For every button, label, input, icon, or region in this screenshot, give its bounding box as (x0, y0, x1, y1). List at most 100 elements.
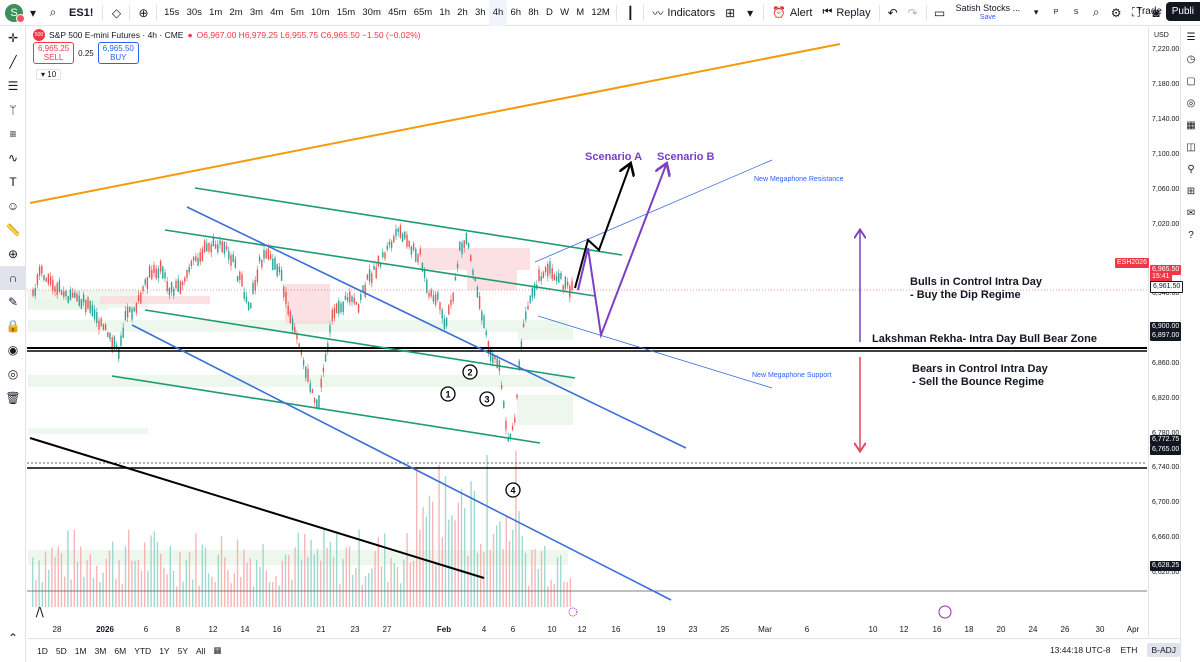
adjustment-toggle[interactable]: B-ADJ (1147, 643, 1180, 657)
range-3m[interactable]: 3M (94, 645, 107, 656)
symbol-search-button[interactable]: ES1! (69, 6, 94, 19)
crosshair-icon[interactable]: ✛ (7, 31, 19, 45)
interval-15m[interactable]: 15m (336, 7, 356, 18)
interval-15s[interactable]: 15s (164, 7, 180, 18)
notifications-icon[interactable]: ◫ (1186, 141, 1196, 153)
grid-icon[interactable]: ⊞ (1186, 185, 1196, 197)
text-tool-icon[interactable]: T (9, 175, 17, 189)
interval-w[interactable]: W (560, 7, 570, 18)
interval-12m[interactable]: 12M (591, 7, 610, 18)
camera-icon[interactable]: ◙ (1152, 5, 1160, 20)
time-tick: 6 (143, 625, 149, 634)
quantity-value: 10 (47, 70, 57, 79)
settings-gear-icon[interactable]: ⚙ (1110, 5, 1122, 20)
range-1d[interactable]: 1D (37, 645, 48, 656)
interval-m[interactable]: M (576, 7, 585, 18)
session-toggle[interactable]: ETH (1120, 645, 1138, 655)
layout-icon[interactable]: ▭ (933, 5, 946, 20)
watchlist-icon[interactable]: ☰ (1186, 31, 1196, 43)
alerts-clock-icon[interactable]: ◷ (1186, 53, 1196, 65)
watchlist-diamond-icon[interactable]: ◇ (111, 5, 122, 20)
interval-45m[interactable]: 45m (388, 7, 407, 18)
globe-icon[interactable]: ◎ (7, 367, 19, 381)
range-5y[interactable]: 5Y (177, 645, 188, 656)
interval-30m[interactable]: 30m (362, 7, 381, 18)
range-ytd[interactable]: YTD (134, 645, 152, 656)
interval-d[interactable]: D (546, 7, 553, 18)
drawing-mode-icon[interactable]: ✎ (7, 295, 19, 309)
templates-grid-icon[interactable]: ⊞ (725, 5, 736, 20)
interval-1m[interactable]: 1m (209, 7, 223, 18)
layout-name-button[interactable]: Satish Stocks ... Save (950, 3, 1027, 23)
pitchfork-icon[interactable]: ᛘ (9, 103, 17, 117)
interval-5m[interactable]: 5m (290, 7, 304, 18)
emoji-icon[interactable]: ☺ (6, 199, 20, 213)
interval-2h[interactable]: 2h (457, 7, 468, 18)
symbol-title[interactable]: S&P 500 E-mini Futures · 4h · CME (49, 30, 184, 40)
price-tag-last: 6,965.50 (1150, 264, 1182, 275)
horizontal-lines-icon[interactable]: ☰ (7, 79, 19, 93)
compare-plus-icon[interactable]: ⊕ (138, 5, 149, 20)
alert-button[interactable]: ⏰ Alert (767, 0, 817, 26)
undo-icon[interactable]: ↶ (887, 5, 898, 20)
interval-3h[interactable]: 3h (474, 7, 486, 18)
range-all[interactable]: All (196, 645, 206, 656)
price-chart[interactable]: Scenario A Scenario B New Megaphone Resist… (27, 27, 1147, 637)
fib-retracement-icon[interactable]: ≡ (9, 127, 17, 141)
ruler-icon[interactable]: 📏 (5, 223, 21, 237)
search-icon[interactable]: ⌕ (49, 5, 57, 19)
s-marker-icon[interactable]: S (1073, 9, 1079, 16)
interval-30s[interactable]: 30s (186, 7, 202, 18)
p-marker-icon[interactable]: P (1053, 9, 1059, 16)
range-1y[interactable]: 1Y (159, 645, 170, 656)
bell-icon[interactable]: ✉ (1186, 207, 1196, 219)
help-icon[interactable]: ? (1188, 229, 1194, 241)
interval-6h[interactable]: 6h (510, 7, 522, 18)
chevron-down-icon[interactable]: ▾ (1033, 7, 1039, 17)
calendar-icon[interactable]: ▦ (1186, 119, 1196, 131)
range-6m[interactable]: 6M (114, 645, 127, 656)
user-avatar[interactable]: S (5, 3, 25, 23)
calendar-range-icon[interactable]: ▦ (213, 645, 222, 655)
indicators-button[interactable]: 〰 Indicators (647, 0, 720, 26)
chevron-down-icon[interactable]: ▾ (747, 5, 754, 20)
interval-1h[interactable]: 1h (439, 7, 450, 18)
interval-10m[interactable]: 10m (311, 7, 330, 18)
brush-icon[interactable]: ∿ (7, 151, 19, 165)
fullscreen-icon[interactable]: ⛶ (1131, 5, 1141, 19)
eye-icon[interactable]: ◉ (7, 343, 19, 357)
time-tick: 19 (656, 625, 666, 634)
interval-4m[interactable]: 4m (270, 7, 284, 18)
trash-icon[interactable]: 🗑 (5, 391, 21, 405)
trade-button[interactable]: Trade (1136, 6, 1162, 17)
replay-button[interactable]: ⏮ Replay (817, 0, 875, 26)
range-5d[interactable]: 5D (55, 645, 67, 656)
publish-button[interactable]: Publi (1165, 2, 1200, 21)
trend-line-icon[interactable]: ╱ (9, 55, 17, 69)
price-tick: 6,740.00 (1152, 464, 1180, 472)
range-1m[interactable]: 1M (74, 645, 87, 656)
bar-style-icon[interactable]: ┃ (626, 5, 635, 20)
object-tree-icon[interactable]: ⌃ (7, 631, 19, 645)
pulse-icon[interactable]: ⚲ (1187, 163, 1195, 175)
price-axis[interactable]: USD 7,220.00 7,180.00 7,140.00 7,100.00 7,06… (1115, 27, 1184, 637)
chevron-down-icon[interactable]: ▾ (29, 5, 37, 20)
interval-8h[interactable]: 8h (528, 7, 539, 18)
magnet-icon[interactable]: ∩ (0, 266, 26, 290)
quantity-field[interactable]: ▾ 10 (36, 69, 62, 80)
lock-icon[interactable]: 🔒 (5, 319, 21, 333)
search-icon[interactable]: ⌕ (1092, 5, 1100, 19)
buy-button[interactable]: 6,965.50 BUY (97, 42, 139, 64)
clock-display[interactable]: 13:44:18 UTC-8 (1049, 645, 1111, 655)
zoom-in-icon[interactable]: ⊕ (7, 247, 19, 261)
interval-65m[interactable]: 65m (413, 7, 433, 18)
target-icon[interactable]: ◎ (1186, 97, 1196, 109)
currency-label[interactable]: USD (1154, 32, 1169, 39)
time-axis[interactable]: 28 2026 6 8 12 14 16 21 23 27 Feb 4 6 10 12 16 19 23 25 Mar… (27, 622, 1147, 638)
redo-icon[interactable]: ↷ (907, 5, 918, 20)
interval-2m[interactable]: 2m (229, 7, 243, 18)
interval-3m[interactable]: 3m (249, 7, 264, 18)
sell-button[interactable]: 6,965.25 SELL (33, 42, 75, 64)
chat-icon[interactable]: ▢ (1186, 75, 1196, 87)
interval-4h[interactable]: 4h (489, 0, 507, 26)
